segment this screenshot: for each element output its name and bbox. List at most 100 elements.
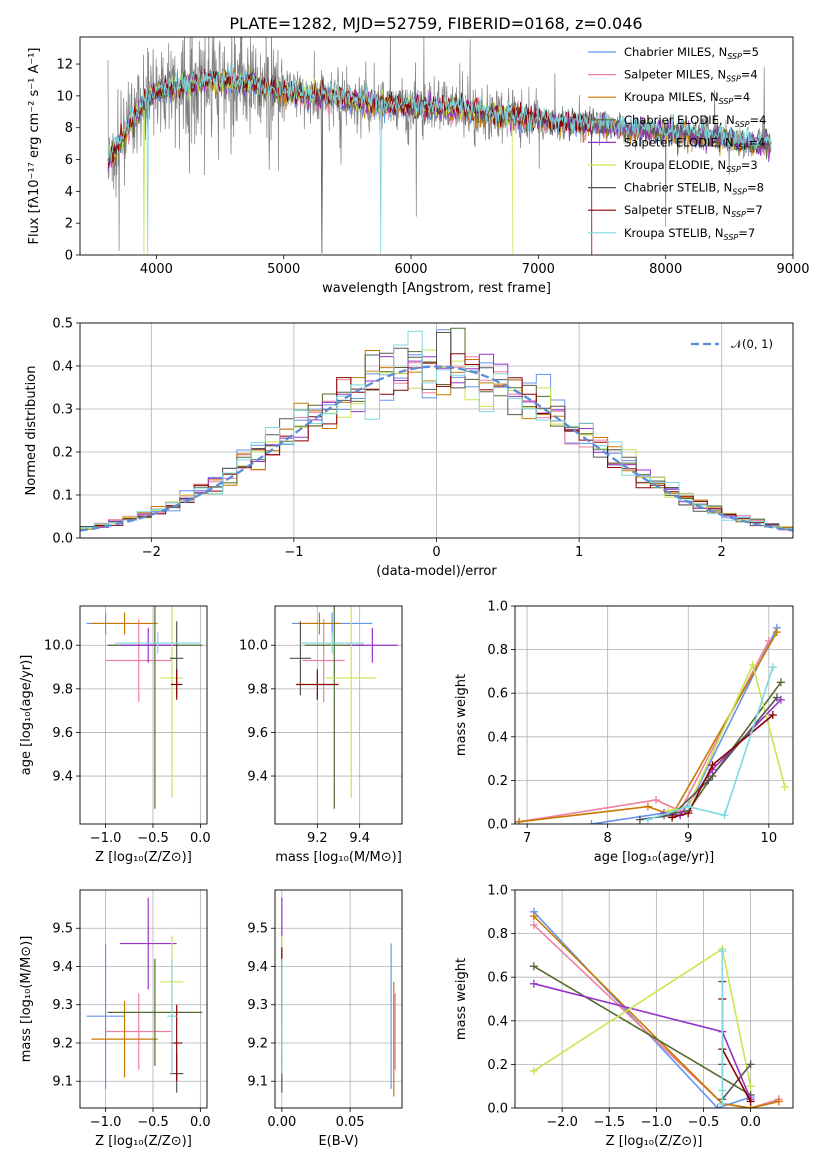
y-tick-label: 6: [65, 153, 73, 168]
x-tick-label: −1: [284, 545, 303, 560]
y-tick-label: 0.2: [52, 446, 73, 461]
chart-mass-vs-EBV: 0.00 0.05 9.1 9.2 9.3 9.4 9.5 E(B-V): [247, 889, 403, 1149]
chart-residuals: −2 −1 0 1 2 0.0 0.1 0.2 0.3 0.4 0.5 (data-model)/er…: [24, 317, 794, 579]
axes-frame: [79, 36, 794, 256]
weight-marker: [746, 1097, 755, 1106]
x-tick-label: −0.5: [137, 831, 169, 846]
residual-histogram: [80, 330, 793, 538]
x-tick-label: 2: [718, 545, 726, 560]
weight-marker: [718, 947, 727, 956]
weight-series: [671, 714, 774, 819]
x-tick-label: 4000: [140, 262, 173, 277]
plot-area: [529, 907, 783, 1108]
y-tick-label: 0.4: [52, 360, 73, 375]
weight-marker: [668, 813, 677, 822]
y-tick-label: 0.6: [487, 971, 508, 986]
y-tick-label: 0: [65, 249, 73, 264]
y-tick-label: 0.8: [487, 643, 508, 658]
y-axis-label: Flux [fλ10⁻¹⁷ erg cm⁻² s⁻¹ A⁻¹]: [27, 48, 42, 245]
weight-marker: [643, 802, 652, 811]
x-tick-label: −1.5: [593, 1115, 625, 1130]
x-axis-label: mass [log₁₀(M/M⊙)]: [275, 850, 402, 865]
gaussian-curve: [80, 365, 793, 532]
weight-series: [533, 965, 752, 1096]
legend-entry: Kroupa STELIB, NSSP=7: [624, 226, 755, 242]
y-tick-label: 9.6: [52, 726, 73, 741]
y-tick-label: 9.4: [52, 960, 73, 975]
y-tick-label: 9.4: [247, 960, 268, 975]
x-tick-label: −1.0: [641, 1115, 673, 1130]
x-tick-label: 9.4: [349, 831, 370, 846]
weight-marker: [708, 761, 717, 770]
axes-frame: [274, 889, 403, 1109]
y-tick-label: 9.3: [52, 998, 73, 1013]
weight-marker: [768, 711, 777, 719]
x-tick-label: 9: [684, 831, 692, 846]
y-tick-label: 1.0: [487, 600, 508, 615]
chart-age-vs-Z: −1.0 −0.5 0.0 9.4 9.6 9.8 10.0 Z [log₁₀(Z/Z⊙)] a…: [19, 605, 211, 865]
model-spectrum: [107, 61, 772, 254]
weight-marker: [776, 678, 785, 687]
legend-entry: Salpeter MILES, NSSP=4: [624, 68, 758, 84]
legend-entry: Chabrier MILES, NSSP=5: [624, 45, 759, 61]
weight-marker: [772, 693, 781, 702]
chart-weight-vs-Z: −2.0 −1.5 −1.0 −0.5 0.0 0.0 0.2 0.4 0.6 0.8 1.0 Z […: [454, 884, 794, 1149]
x-axis-label: (data-model)/error: [376, 564, 497, 579]
weight-series: [647, 666, 774, 821]
y-tick-label: 10: [56, 89, 73, 104]
plot-area: [281, 897, 396, 1097]
axes-frame: [274, 605, 403, 825]
x-tick-label: 7000: [522, 262, 555, 277]
chart-age-vs-mass: 9.2 9.4 9.4 9.6 9.8 10.0 mass [log₁₀(M/M⊙)]: [239, 605, 403, 865]
weight-marker: [529, 912, 538, 921]
y-tick-label: 9.2: [247, 1036, 268, 1051]
x-tick-label: −1.0: [90, 831, 122, 846]
plot-area: [80, 327, 793, 538]
y-tick-label: 0.8: [487, 927, 508, 942]
legend-entry: Salpeter STELIB, NSSP=7: [624, 203, 763, 219]
y-axis-label: mass weight: [454, 958, 469, 1040]
axes-frame: [79, 605, 208, 825]
x-tick-label: 0.0: [740, 1115, 761, 1130]
y-tick-label: 0.2: [487, 774, 508, 789]
weight-marker: [529, 1066, 538, 1075]
y-tick-label: 0.0: [487, 1102, 508, 1117]
legend-entry: Chabrier ELODIE, NSSP=4: [624, 113, 766, 129]
x-tick-label: −1.0: [90, 1115, 122, 1130]
weight-series: [533, 947, 752, 1087]
weight-marker: [515, 817, 524, 824]
y-tick-label: 0.1: [52, 489, 73, 504]
weight-series: [663, 681, 782, 817]
axes-frame: [79, 889, 208, 1109]
plot-area: [86, 897, 203, 1093]
x-tick-label: −2.0: [546, 1115, 578, 1130]
x-tick-label: 8000: [649, 262, 682, 277]
x-tick-label: 0.0: [190, 831, 211, 846]
x-axis-label: wavelength [Angstrom, rest frame]: [322, 281, 551, 296]
weight-marker: [720, 811, 729, 820]
weight-series: [518, 631, 778, 823]
y-tick-label: 2: [65, 217, 73, 232]
weight-marker: [643, 815, 652, 824]
weight-marker: [774, 1097, 783, 1106]
y-tick-label: 0.0: [487, 818, 508, 833]
y-tick-label: 9.4: [52, 770, 73, 785]
chart-mass-vs-Z: −1.0 −0.5 0.0 9.1 9.2 9.3 9.4 9.5 Z [log₁₀(Z/Z⊙)…: [19, 889, 211, 1149]
y-tick-label: 0.4: [487, 730, 508, 745]
x-tick-label: 0: [432, 545, 440, 560]
y-axis-label: age [log₁₀(age/yr)]: [19, 655, 34, 776]
plot-area: [86, 606, 203, 809]
x-tick-label: 7: [523, 831, 531, 846]
y-tick-label: 8: [65, 121, 73, 136]
legend-entry: Chabrier STELIB, NSSP=8: [624, 181, 764, 197]
weight-marker: [652, 796, 661, 805]
x-tick-label: 9000: [776, 262, 809, 277]
y-tick-label: 9.2: [52, 1036, 73, 1051]
x-axis-label: Z [log₁₀(Z/Z⊙)]: [95, 850, 192, 865]
weight-series: [667, 662, 786, 812]
x-tick-label: −0.5: [688, 1115, 720, 1130]
x-tick-label: 0.00: [267, 1115, 296, 1130]
y-tick-label: 9.5: [52, 922, 73, 937]
weight-marker: [718, 1099, 727, 1108]
y-tick-label: 12: [56, 58, 73, 73]
